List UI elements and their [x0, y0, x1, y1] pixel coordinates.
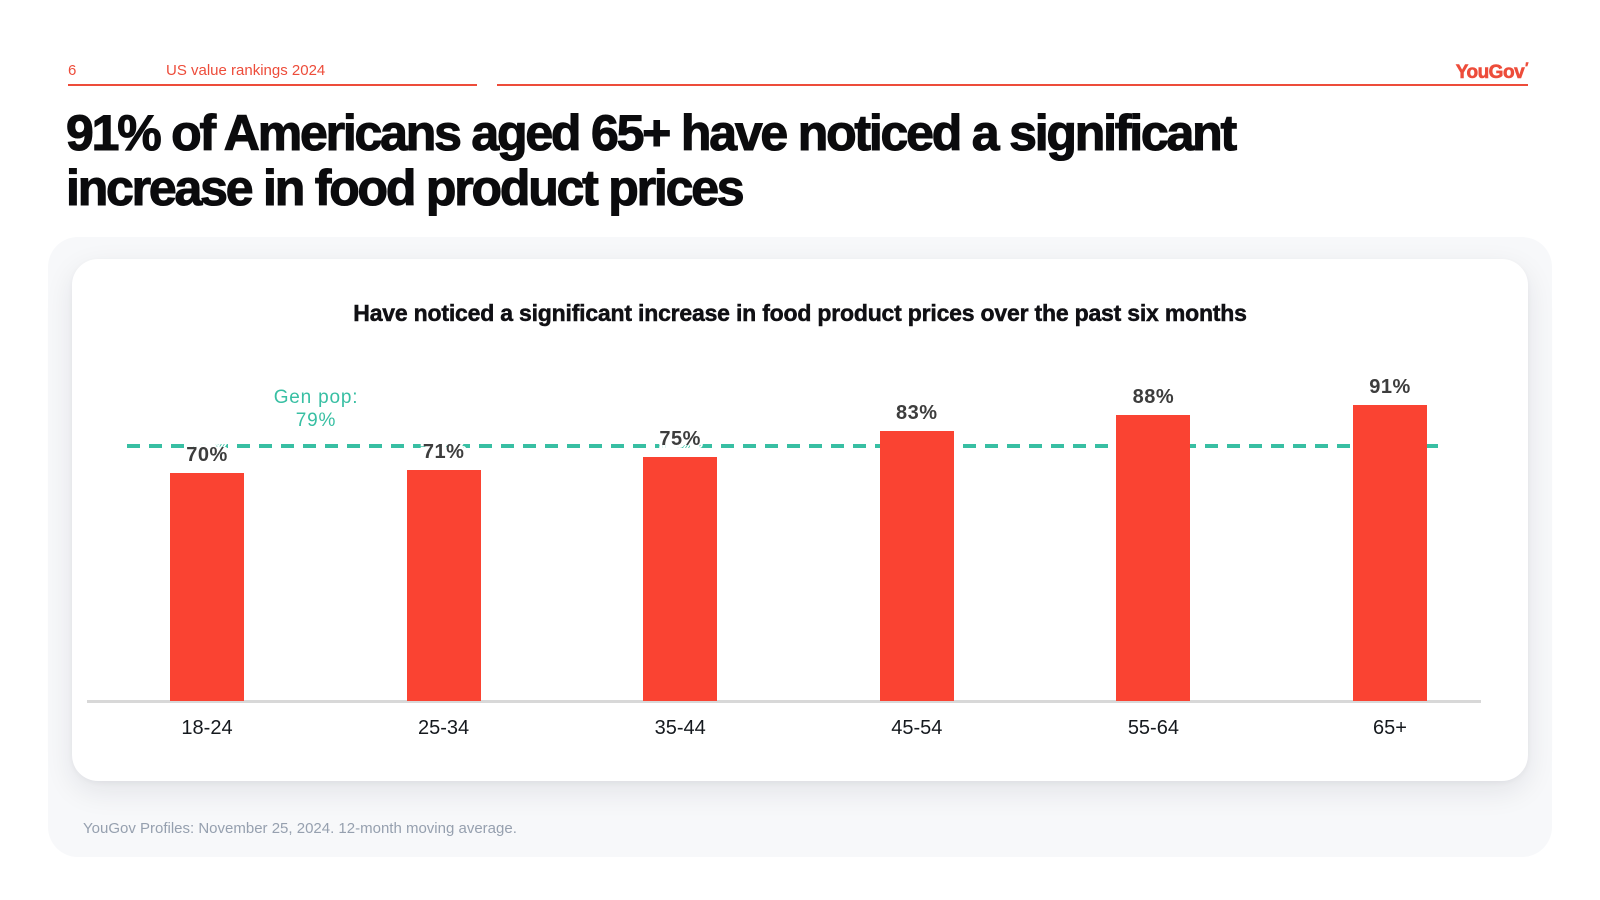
bar-value-label-18-24: 70% — [186, 444, 228, 467]
header-title: US value rankings 2024 — [166, 62, 326, 79]
x-axis-line — [87, 700, 1481, 703]
bar-value-label-65+: 91% — [1369, 375, 1411, 398]
bar-18-24 — [170, 473, 244, 701]
slide-title: 91% of Americans aged 65+ have noticed a… — [65, 105, 1237, 216]
category-label-35-44: 35-44 — [654, 717, 706, 739]
chart-title: Have noticed a significant increase in f… — [353, 300, 1247, 327]
chart-card: Have noticed a significant increase in f… — [72, 259, 1528, 781]
category-label-45-54: 45-54 — [891, 717, 943, 739]
gen-pop-label-value: 79% — [295, 409, 337, 431]
bar-25-34 — [406, 469, 481, 701]
source-footnote: YouGov Profiles: November 25, 2024. 12-m… — [83, 820, 517, 837]
yougov-logo: YouGov′ — [1455, 59, 1529, 84]
category-label-18-24: 18-24 — [181, 717, 233, 739]
bar-value-label-55-64: 88% — [1132, 385, 1175, 408]
category-label-55-64: 55-64 — [1127, 717, 1179, 739]
bar-65+ — [1353, 404, 1427, 701]
header-rule-left — [68, 84, 477, 86]
bar-55-64 — [1116, 414, 1191, 701]
bar-35-44 — [643, 456, 718, 701]
category-label-25-34: 25-34 — [418, 717, 470, 739]
logo-prime-mark: ′ — [1525, 59, 1529, 76]
gen-pop-label: Gen pop: 79% — [226, 386, 406, 432]
bar-value-label-35-44: 75% — [659, 427, 701, 450]
gen-pop-line — [127, 443, 1440, 448]
bar-45-54 — [879, 430, 954, 701]
page-number: 6 — [68, 62, 77, 79]
bar-value-label-45-54: 83% — [896, 401, 938, 424]
gen-pop-label-text: Gen pop: — [273, 386, 359, 408]
header-rule-right — [497, 84, 1528, 86]
plot-area: Gen pop: 79% 70% 18-24 71% 25-34 75% 35-44 83%… — [72, 259, 1528, 781]
category-label-65+: 65+ — [1373, 717, 1407, 739]
bar-value-label-25-34: 71% — [422, 440, 465, 463]
